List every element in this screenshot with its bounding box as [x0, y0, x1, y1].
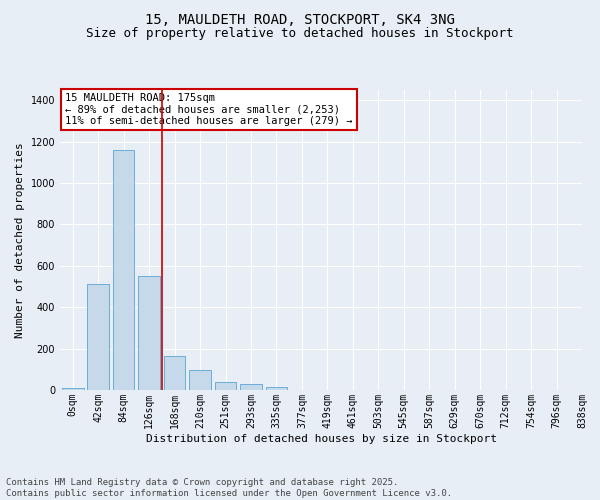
- Bar: [215, 382, 236, 390]
- Text: Size of property relative to detached houses in Stockport: Size of property relative to detached ho…: [86, 28, 514, 40]
- Bar: [113, 150, 134, 390]
- Text: 15 MAULDETH ROAD: 175sqm
← 89% of detached houses are smaller (2,253)
11% of sem: 15 MAULDETH ROAD: 175sqm ← 89% of detach…: [65, 93, 353, 126]
- Text: Contains HM Land Registry data © Crown copyright and database right 2025.
Contai: Contains HM Land Registry data © Crown c…: [6, 478, 452, 498]
- Bar: [62, 388, 83, 390]
- Bar: [266, 387, 287, 390]
- Bar: [164, 356, 185, 390]
- X-axis label: Distribution of detached houses by size in Stockport: Distribution of detached houses by size …: [146, 434, 497, 444]
- Bar: [139, 276, 160, 390]
- Y-axis label: Number of detached properties: Number of detached properties: [15, 142, 25, 338]
- Bar: [189, 370, 211, 390]
- Text: 15, MAULDETH ROAD, STOCKPORT, SK4 3NG: 15, MAULDETH ROAD, STOCKPORT, SK4 3NG: [145, 12, 455, 26]
- Bar: [240, 384, 262, 390]
- Bar: [88, 284, 109, 390]
